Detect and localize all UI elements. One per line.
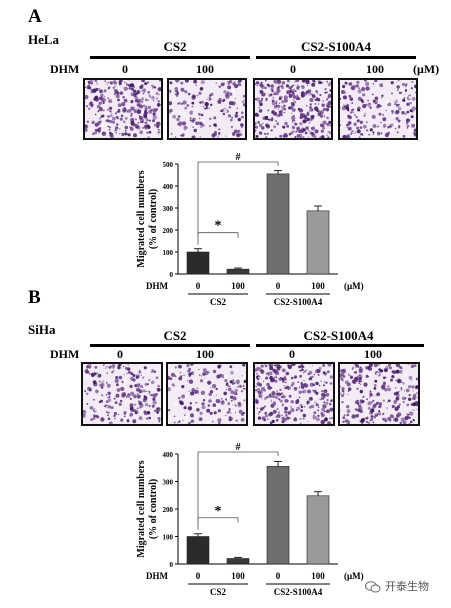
panel-b-micrograph-4	[338, 362, 420, 426]
panel-a-group-rule-cs2	[90, 56, 250, 59]
panel-b-dose-2: 100	[196, 347, 214, 361]
panel-a-micrograph-1	[83, 78, 163, 140]
panel-a-unit: (μM)	[413, 62, 440, 76]
panel-a-sig-star: *	[215, 219, 222, 234]
watermark: 开泰生物	[365, 578, 429, 594]
panel-b-group-rule-cs2	[90, 344, 250, 347]
panel-a-cell-line: HeLa	[28, 32, 60, 47]
panel-a-micrograph-2	[167, 78, 247, 140]
panel-a-ytick-label-1: 100	[163, 249, 174, 257]
wechat-icon	[365, 580, 381, 593]
panel-b-group-rule-cs2-s100a4	[256, 344, 424, 347]
panel-b-dose-4: 100	[364, 347, 382, 361]
panel-b-x-treatment-label: DHM	[146, 571, 169, 581]
panel-b-ytick-label-2: 200	[163, 506, 174, 514]
panel-b-group-cs2-s100a4: CS2-S100A4	[303, 328, 374, 343]
panel-b-bar-3	[306, 495, 330, 565]
panel-a-x-dose-3: 100	[311, 281, 325, 291]
panel-a-bar-chart: Migrated cell numbers (% of control) 0 100 2…	[136, 152, 364, 307]
panel-a-bar-2	[266, 173, 290, 275]
panel-a-ytick-label-2: 200	[163, 227, 174, 235]
panel-a-micrograph-3	[253, 78, 333, 140]
panel-a-ytick-label-3: 300	[163, 205, 174, 213]
panel-b-dhm-label: DHM	[50, 347, 80, 361]
panel-a-dose-3: 0	[290, 62, 296, 76]
panel-b-x-unit: (μM)	[344, 571, 364, 581]
panel-a-ytick-label-5: 500	[163, 161, 174, 169]
panel-a-x-unit: (μM)	[344, 281, 364, 291]
panel-a-x-treatment-label: DHM	[146, 281, 169, 291]
panel-b-ylabel-line1: Migrated cell numbers	[136, 460, 147, 557]
panel-a-x-dose-1: 100	[231, 281, 245, 291]
panel-b-ytick-label-1: 100	[163, 534, 174, 542]
panel-a-dhm-label: DHM	[50, 62, 80, 76]
panel-b-x-dose-1: 100	[231, 571, 245, 581]
panel-b-bar-chart: Migrated cell numbers (% of control) 0 100 2…	[136, 442, 364, 597]
panel-b-ytick-label-0: 0	[170, 561, 174, 569]
panel-b-sig-hash: #	[236, 442, 241, 453]
panel-b-x-dose-3: 100	[311, 571, 325, 581]
panel-b-bracket-dhm0	[197, 451, 279, 530]
panel-a-bar-1	[226, 268, 250, 275]
panel-b-group-cs2: CS2	[163, 328, 187, 343]
panel-a-dose-2: 100	[196, 62, 214, 76]
panel-b-letter: B	[28, 287, 41, 308]
panel-a-bar-0	[186, 251, 210, 275]
panel-b-micrograph-3	[253, 362, 335, 426]
panel-b-micrograph-2	[166, 362, 248, 426]
panel-b-x-dose-2: 0	[276, 571, 281, 581]
panel-b-bar-2	[266, 466, 290, 565]
panel-b-ytick-label-4: 400	[163, 451, 174, 459]
panel-b-cell-line: SiHa	[28, 322, 56, 337]
panel-b-ytick-label-3: 300	[163, 479, 174, 487]
panel-a-x-group-cs2-s100a4: CS2-S100A4	[274, 297, 323, 307]
panel-b-dose-1: 0	[117, 347, 123, 361]
panel-a-group-cs2: CS2	[163, 39, 187, 54]
panel-b-x-group-cs2-s100a4: CS2-S100A4	[274, 587, 323, 597]
panel-a-ylabel-line1: Migrated cell numbers	[136, 170, 147, 267]
panel-a-ylabel-line2: (% of control)	[148, 189, 159, 249]
panel-a-bracket-dhm0	[197, 161, 279, 245]
panel-b-dose-3: 0	[289, 347, 295, 361]
panel-a-bar-3	[306, 210, 330, 275]
panel-b-sig-star: *	[215, 504, 222, 519]
panel-a-dose-1: 0	[122, 62, 128, 76]
panel-b-micrograph-1	[81, 362, 163, 426]
panel-b-x-group-cs2: CS2	[210, 587, 227, 597]
panel-a-ytick-label-0: 0	[170, 271, 174, 279]
panel-a-sig-hash: #	[236, 152, 241, 163]
panel-b-x-dose-0: 0	[196, 571, 201, 581]
panel-a-micrograph-4	[338, 78, 418, 140]
panel-a-group-cs2-s100a4: CS2-S100A4	[300, 39, 372, 54]
panel-a-dose-4: 100	[366, 62, 384, 76]
panel-a-letter: A	[28, 6, 42, 27]
panel-a-ytick-label-4: 400	[163, 183, 174, 191]
watermark-text: 开泰生物	[385, 580, 429, 593]
panel-b-ylabel-line2: (% of control)	[148, 479, 159, 539]
panel-b-bar-1	[226, 558, 250, 565]
panel-a-x-dose-2: 0	[276, 281, 281, 291]
panel-a-group-rule-cs2-s100a4	[256, 56, 416, 59]
panel-a-x-dose-0: 0	[196, 281, 201, 291]
panel-a-x-group-cs2: CS2	[210, 297, 227, 307]
panel-b-bar-0	[186, 536, 210, 565]
